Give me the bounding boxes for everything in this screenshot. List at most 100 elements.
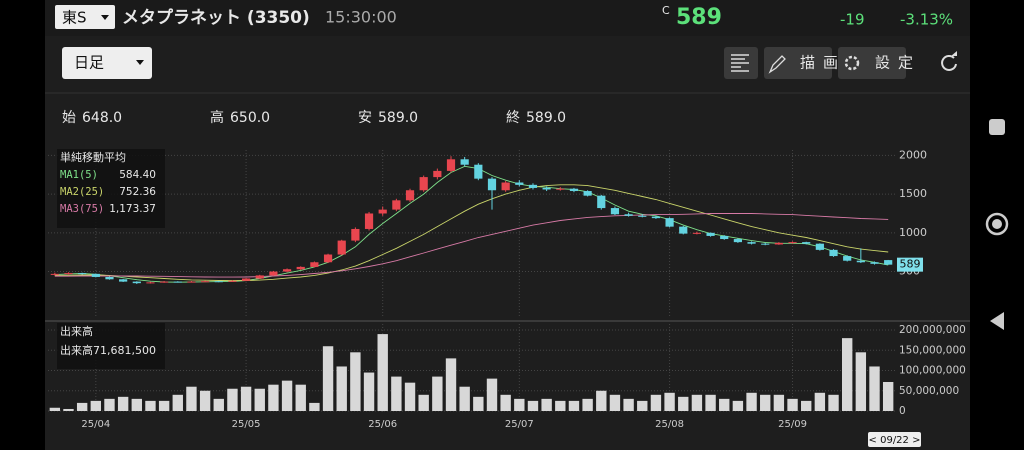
draw-button[interactable] bbox=[764, 47, 832, 79]
last-price-tag bbox=[897, 257, 923, 272]
time: 15:30:00 bbox=[325, 8, 397, 27]
x-tick-label: 25/05 bbox=[232, 419, 261, 430]
volume-bar bbox=[650, 394, 662, 411]
volume-bar bbox=[691, 394, 703, 411]
legend-box bbox=[57, 323, 165, 369]
volume-bar bbox=[814, 392, 826, 411]
draw-label: 描画 bbox=[800, 54, 846, 72]
volume-bar bbox=[418, 394, 429, 411]
volume-bar bbox=[609, 394, 621, 411]
volume-bar bbox=[500, 394, 511, 411]
candle-body bbox=[665, 218, 674, 227]
volume-bar bbox=[145, 400, 156, 411]
volume-bar bbox=[158, 400, 170, 411]
x-tick-label: 25/07 bbox=[505, 419, 534, 430]
volume-bar bbox=[227, 388, 238, 411]
candle-body bbox=[597, 195, 606, 209]
volume-bar bbox=[186, 386, 197, 411]
volume-bar bbox=[664, 392, 675, 411]
volume-bar bbox=[309, 402, 320, 411]
volume-bar bbox=[582, 398, 593, 411]
ma-line bbox=[54, 184, 889, 282]
period: 日足 bbox=[74, 54, 104, 72]
volume-bar bbox=[882, 381, 894, 411]
candle-body bbox=[460, 159, 469, 165]
candle-body bbox=[733, 239, 742, 243]
x-tick-label: 25/09 bbox=[778, 419, 807, 430]
volume-bar bbox=[541, 398, 552, 411]
volume-bar bbox=[855, 352, 867, 411]
volume-bar bbox=[63, 408, 74, 411]
y-tick-label: 0 bbox=[899, 405, 906, 417]
candle-body bbox=[829, 249, 838, 257]
volume-bar bbox=[199, 390, 211, 411]
candle-body bbox=[843, 256, 852, 261]
legend-value: 584.40 bbox=[119, 169, 156, 181]
x-tick-label: 25/06 bbox=[368, 419, 397, 430]
candle-body bbox=[542, 187, 551, 190]
ohlc-label: 始 bbox=[62, 110, 76, 126]
candle-body bbox=[419, 177, 428, 191]
volume-bar bbox=[432, 376, 443, 411]
candle-body bbox=[269, 271, 278, 276]
candle-body bbox=[160, 281, 169, 283]
volume-bar bbox=[801, 400, 812, 411]
nav-home[interactable] bbox=[985, 212, 1009, 236]
candle-body bbox=[624, 214, 633, 216]
ma-line bbox=[54, 213, 889, 278]
legend-name: MA3(75) bbox=[60, 203, 104, 215]
ohlc-value: 650.0 bbox=[230, 110, 270, 126]
candle-body bbox=[638, 215, 647, 217]
candle-body bbox=[91, 273, 100, 277]
settings-button[interactable] bbox=[838, 47, 906, 79]
volume-bar bbox=[787, 398, 798, 411]
volume-bar bbox=[473, 396, 484, 411]
candle-body bbox=[173, 281, 182, 283]
stock-name: メタプラネット (3350) bbox=[122, 7, 310, 28]
refresh-icon[interactable] bbox=[941, 55, 957, 71]
candle-body bbox=[214, 281, 223, 283]
gear-icon bbox=[844, 55, 860, 71]
ohlc-value: 648.0 bbox=[82, 110, 122, 126]
period-dropdown[interactable] bbox=[62, 47, 152, 79]
candle-body bbox=[747, 242, 756, 244]
volume-bar bbox=[869, 366, 880, 411]
legend-value: 1,173.37 bbox=[109, 203, 156, 215]
candle-body bbox=[433, 170, 442, 178]
volume-bar bbox=[172, 394, 183, 411]
pencil-icon bbox=[768, 55, 786, 74]
candle-body bbox=[119, 279, 128, 282]
legend-name: MA1(5) bbox=[60, 169, 98, 181]
volume-bar bbox=[486, 378, 498, 411]
volume-bar bbox=[391, 376, 402, 411]
candle-body bbox=[50, 273, 59, 275]
volume-bar bbox=[336, 366, 347, 411]
nav-back[interactable] bbox=[990, 312, 1004, 330]
change: -19 bbox=[840, 11, 865, 29]
volume-bar bbox=[322, 346, 334, 411]
candle-body bbox=[610, 208, 620, 215]
candle-body bbox=[528, 184, 538, 188]
legend-box bbox=[57, 149, 165, 228]
exchange-dropdown[interactable] bbox=[55, 5, 115, 29]
candle-body bbox=[446, 159, 456, 171]
dropdown-arrow bbox=[136, 60, 144, 65]
volume-bar bbox=[240, 386, 252, 411]
change-percent: -3.13% bbox=[900, 11, 953, 29]
volume-bar bbox=[363, 372, 375, 411]
list-icon bbox=[731, 54, 749, 72]
candle-body bbox=[337, 240, 346, 255]
y-tick-label: 150,000,000 bbox=[899, 344, 966, 356]
candle-body bbox=[884, 260, 893, 265]
candle-body bbox=[78, 273, 87, 275]
volume-bar bbox=[514, 398, 525, 411]
ohlc-label: 終 bbox=[506, 110, 520, 126]
x-tick-label: 25/04 bbox=[81, 419, 110, 430]
nav-recent[interactable] bbox=[989, 119, 1005, 135]
candle-body bbox=[651, 216, 661, 219]
cursor-date: < 09/22 > bbox=[869, 435, 921, 446]
candle-body bbox=[815, 243, 824, 250]
volume-bar bbox=[254, 388, 265, 411]
y-tick-label: 1500 bbox=[899, 187, 927, 200]
